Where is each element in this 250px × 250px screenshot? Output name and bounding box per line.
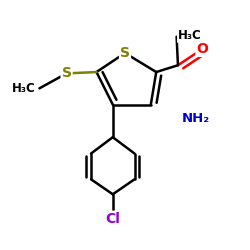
- Text: H₃C: H₃C: [12, 82, 35, 95]
- Text: NH₂: NH₂: [182, 112, 210, 125]
- Text: Cl: Cl: [105, 212, 120, 226]
- Text: S: S: [62, 66, 72, 80]
- Text: S: S: [120, 46, 130, 60]
- Text: O: O: [196, 42, 208, 56]
- Text: H₃C: H₃C: [178, 29, 202, 42]
